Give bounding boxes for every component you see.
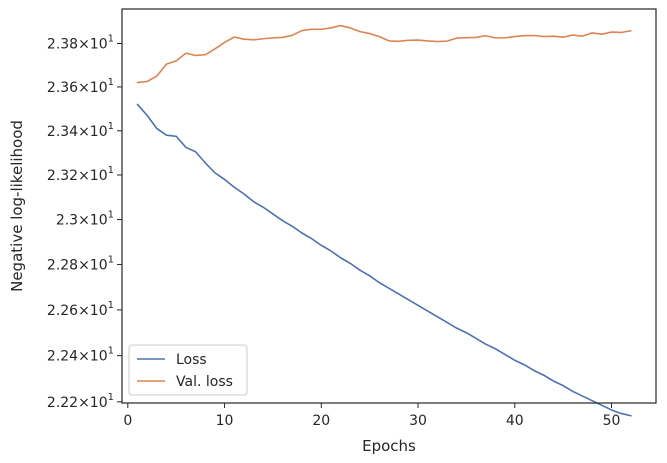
series-line-loss [136, 103, 632, 417]
y-tick-label: 2.26×101 [47, 300, 114, 319]
y-tick-label: 2.34×101 [47, 121, 114, 140]
plot-background [122, 9, 656, 403]
y-tick-label: 2.38×101 [47, 33, 114, 52]
x-axis-label: Epochs [362, 437, 416, 455]
y-tick-label: 2.22×101 [47, 392, 114, 411]
legend-label-loss: Loss [176, 352, 207, 368]
y-tick-label: 2.28×101 [47, 255, 114, 274]
y-tick-label: 2.3×101 [56, 210, 114, 229]
series-layer [136, 24, 632, 417]
plot-frame [121, 8, 657, 404]
x-tick-label: 50 [603, 413, 621, 429]
x-tick-label: 0 [123, 413, 132, 429]
legend-box [128, 344, 248, 396]
x-tick-label: 30 [409, 413, 427, 429]
y-axis-label: Negative log-likelihood [8, 120, 26, 292]
x-tick-label: 40 [506, 413, 524, 429]
y-tick-label: 2.24×101 [47, 346, 114, 365]
x-tick-label: 10 [216, 413, 234, 429]
y-tick-label: 2.32×101 [47, 165, 114, 184]
legend: Loss Val. loss [128, 344, 248, 396]
x-axis-ticks: 0 10 20 30 40 50 [123, 403, 620, 429]
y-axis-ticks: 2.22×101 2.24×101 2.26×101 2.28×101 2.3×101 2… [47, 33, 122, 411]
x-tick-label: 20 [312, 413, 330, 429]
y-tick-label: 2.36×101 [47, 77, 114, 96]
series-line-val-loss [136, 24, 632, 84]
legend-label-val-loss: Val. loss [176, 374, 233, 390]
